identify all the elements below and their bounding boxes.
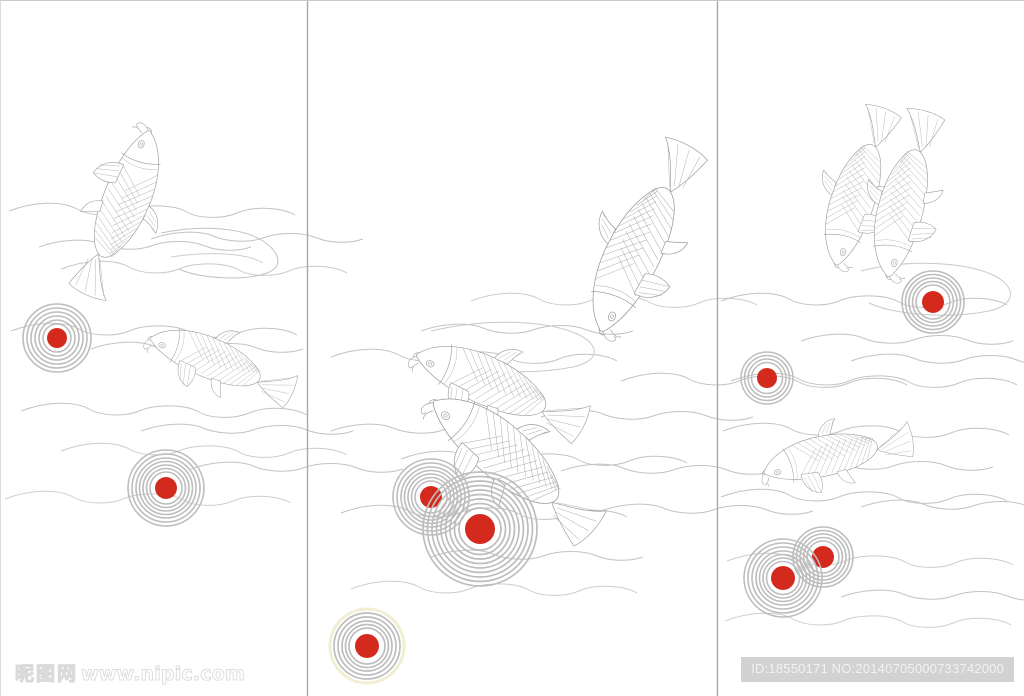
- koi-left-lower: [135, 305, 306, 419]
- ripple-center-bottom: [328, 607, 406, 685]
- ripple-right-upper: [901, 270, 965, 334]
- ripple-center-small: [392, 458, 470, 536]
- ripple-left-lower: [127, 449, 205, 527]
- image-id-badge: ID:18550171 NO:20140705000733742000: [741, 657, 1014, 682]
- ripple-left-edge: [22, 303, 92, 373]
- ripple-right-lowerB: [743, 538, 823, 618]
- ripple-group: [22, 270, 965, 685]
- koi-center-upper: [557, 123, 723, 355]
- koi-right-lower: [750, 398, 921, 508]
- ripple-center-large: [422, 471, 538, 587]
- water-wave-lines: [4, 202, 1024, 628]
- ripple-right-lowerA: [792, 526, 854, 588]
- panel-dividers: [306, 1, 719, 696]
- ripple-right-mid: [740, 351, 794, 405]
- koi-left-upper: [56, 113, 188, 311]
